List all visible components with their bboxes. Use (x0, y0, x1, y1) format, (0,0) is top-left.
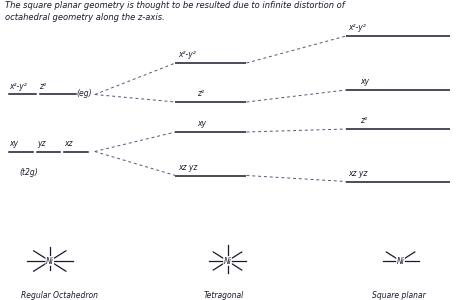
Text: xz yz: xz yz (178, 163, 197, 172)
Text: x²-y²: x²-y² (9, 82, 27, 91)
Text: xz yz: xz yz (348, 169, 368, 178)
Text: Square planar: Square planar (372, 291, 426, 300)
Text: xz: xz (64, 139, 73, 148)
Text: The square planar geometry is thought to be resulted due to infinite distortion : The square planar geometry is thought to… (5, 2, 345, 10)
Text: xy: xy (360, 77, 369, 86)
Text: (t2g): (t2g) (19, 168, 38, 177)
Text: z²: z² (197, 89, 204, 98)
Text: (eg): (eg) (77, 89, 92, 98)
Text: yz: yz (36, 139, 45, 148)
Text: x²-y²: x²-y² (348, 23, 366, 32)
Text: z²: z² (360, 116, 367, 125)
Text: Tetragonal: Tetragonal (204, 291, 244, 300)
Text: xy: xy (9, 139, 18, 148)
Text: z²: z² (39, 82, 46, 91)
Text: Ni: Ni (397, 256, 404, 266)
Text: x²-y²: x²-y² (178, 50, 195, 59)
Text: Ni: Ni (224, 256, 231, 266)
Text: octahedral geometry along the z-axis.: octahedral geometry along the z-axis. (5, 14, 164, 22)
Text: Ni: Ni (46, 256, 54, 266)
Text: Regular Octahedron: Regular Octahedron (21, 291, 98, 300)
Text: xy: xy (197, 119, 206, 128)
